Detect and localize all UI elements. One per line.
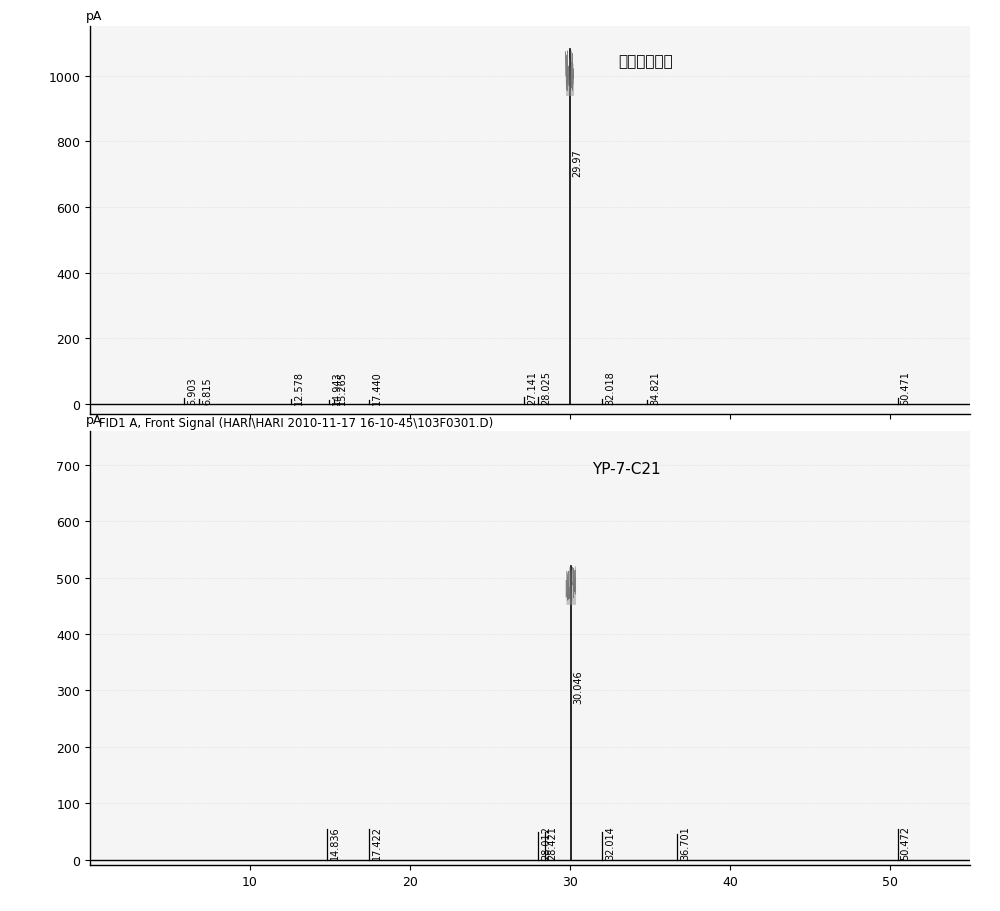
- Text: 32.018: 32.018: [605, 371, 615, 404]
- Text: 36.701: 36.701: [680, 825, 690, 859]
- Text: 28.421: 28.421: [548, 825, 558, 859]
- Text: 12.578: 12.578: [294, 370, 304, 404]
- Text: 50.471: 50.471: [900, 370, 910, 404]
- Text: 14.836: 14.836: [330, 825, 340, 859]
- Text: 27.141: 27.141: [527, 370, 537, 404]
- Text: 32.014: 32.014: [605, 825, 615, 859]
- Text: 28.012: 28.012: [541, 825, 551, 859]
- Text: 30.046: 30.046: [574, 670, 584, 702]
- Text: pA: pA: [86, 414, 102, 427]
- Text: 5.903: 5.903: [187, 376, 197, 404]
- Text: 50.472: 50.472: [900, 825, 910, 859]
- Text: 34.821: 34.821: [650, 371, 660, 404]
- Text: pA: pA: [86, 10, 102, 24]
- Text: 6.815: 6.815: [202, 376, 212, 404]
- Text: 28.025: 28.025: [541, 370, 551, 404]
- Text: 17.440: 17.440: [372, 371, 382, 404]
- Text: 14.943: 14.943: [332, 371, 342, 404]
- Text: 山奈酚标准品: 山奈酚标准品: [618, 55, 673, 69]
- Text: 29.97: 29.97: [572, 149, 582, 177]
- Text: FID1 A, Front Signal (HARI\HARI 2010-11-17 16-10-45\103F0301.D): FID1 A, Front Signal (HARI\HARI 2010-11-…: [99, 416, 493, 429]
- Text: 15.265: 15.265: [337, 370, 347, 404]
- Text: YP-7-C21: YP-7-C21: [592, 462, 660, 476]
- Text: 17.422: 17.422: [372, 825, 382, 859]
